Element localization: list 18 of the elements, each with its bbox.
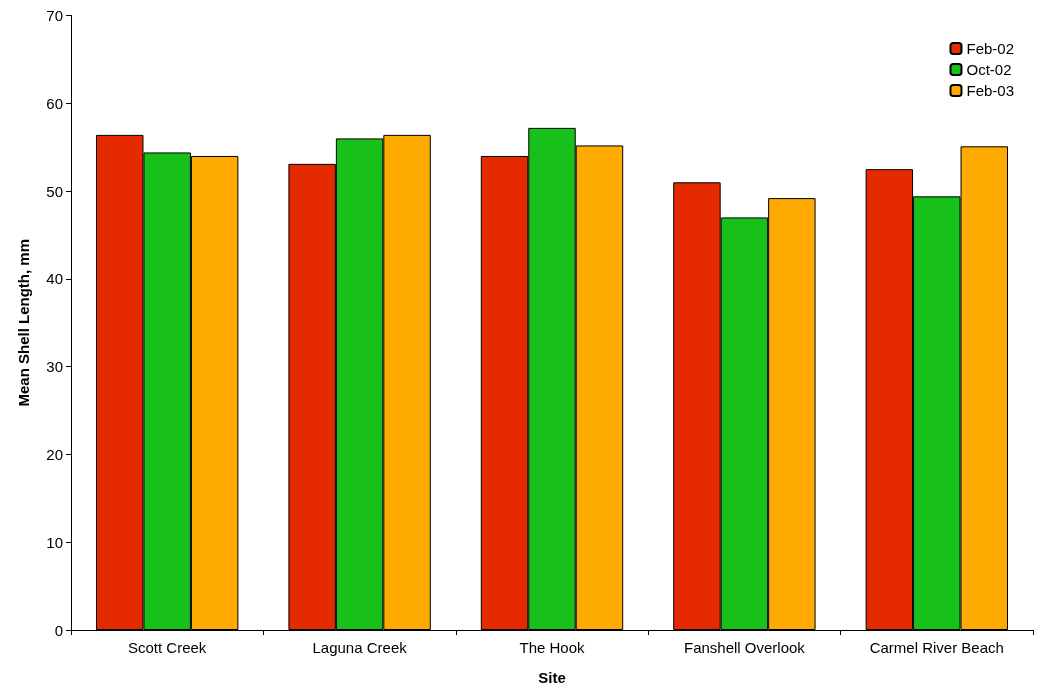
y-tick-label: 70 xyxy=(46,7,63,24)
x-tick-label: Laguna Creek xyxy=(312,639,408,656)
y-tick-label: 30 xyxy=(46,358,63,376)
y-tick-label: 20 xyxy=(46,445,63,463)
legend-label: Feb-03 xyxy=(966,82,1014,99)
legend-label: Oct-02 xyxy=(966,61,1012,78)
y-tick-label: 50 xyxy=(46,182,63,200)
x-tick-label: The Hook xyxy=(519,639,586,656)
x-tick-label: Scott Creek xyxy=(128,639,207,656)
y-tick-label: 0 xyxy=(54,621,63,639)
x-tick-label: Carmel River Beach xyxy=(869,639,1004,656)
y-axis-title: Mean Shell Length, mm xyxy=(15,238,32,407)
x-tick-label: Fanshell Overlook xyxy=(683,639,806,656)
y-tick-label: 60 xyxy=(46,94,63,112)
y-tick-label: 40 xyxy=(46,270,63,288)
legend-label: Feb-02 xyxy=(966,40,1014,57)
x-axis-title: Site xyxy=(538,669,566,686)
y-tick-label: 10 xyxy=(46,533,63,551)
